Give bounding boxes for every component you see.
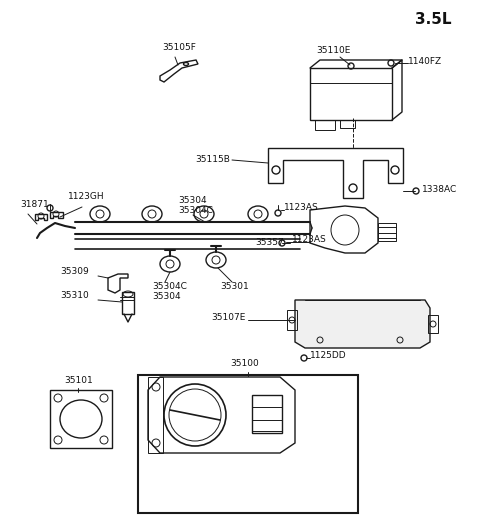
Text: 35101: 35101 <box>64 376 93 385</box>
Bar <box>122 292 134 314</box>
Text: 35304C: 35304C <box>178 206 213 215</box>
Bar <box>138 375 358 513</box>
Bar <box>50 390 112 448</box>
Text: 1338AC: 1338AC <box>422 184 457 193</box>
Text: 35309: 35309 <box>60 268 89 277</box>
Text: 35110E: 35110E <box>316 46 350 55</box>
Text: 1123GH: 1123GH <box>68 192 105 201</box>
Text: 35304: 35304 <box>178 196 206 205</box>
Polygon shape <box>295 300 430 348</box>
Text: 35115B: 35115B <box>195 155 230 164</box>
Text: 35100: 35100 <box>230 359 259 368</box>
Bar <box>148 377 163 453</box>
Text: 1123AS: 1123AS <box>284 204 319 213</box>
Text: 31871: 31871 <box>20 200 49 209</box>
Text: 35105F: 35105F <box>162 43 196 52</box>
Text: 35304: 35304 <box>152 292 180 301</box>
Text: 35107E: 35107E <box>212 314 246 322</box>
Bar <box>340 120 355 128</box>
Text: 35310: 35310 <box>60 292 89 301</box>
Text: 1123AS: 1123AS <box>292 235 327 244</box>
Bar <box>310 68 392 120</box>
Text: 1125DD: 1125DD <box>310 351 347 360</box>
Bar <box>252 395 282 433</box>
Bar <box>378 223 396 241</box>
Text: 35304C: 35304C <box>152 282 187 291</box>
Bar <box>315 120 335 130</box>
Bar <box>287 310 297 330</box>
Text: 35357: 35357 <box>255 238 284 247</box>
Text: 3.5L: 3.5L <box>415 12 452 27</box>
Text: 1140FZ: 1140FZ <box>408 57 442 66</box>
Text: 35301: 35301 <box>220 282 249 291</box>
Bar <box>428 315 438 333</box>
